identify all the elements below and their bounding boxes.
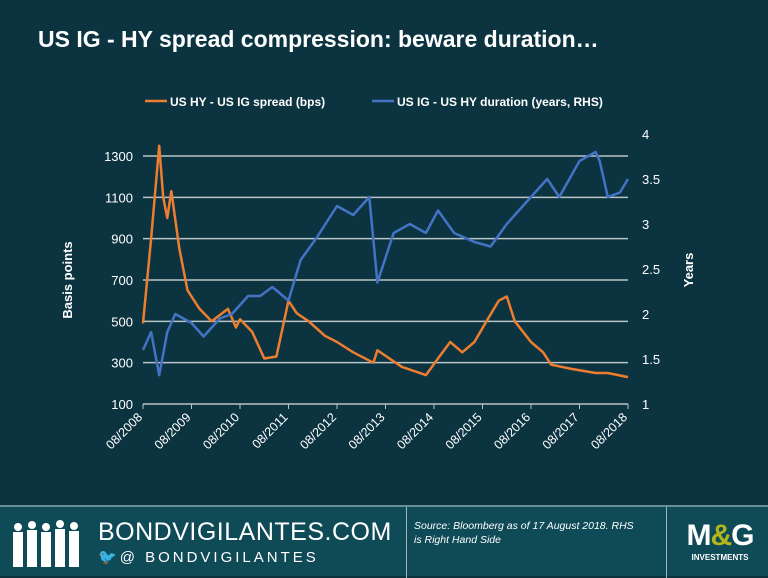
people-silhouette-icon	[13, 520, 79, 567]
legend-label: US IG - US HY duration (years, RHS)	[397, 95, 603, 109]
y-tick-label: 1100	[105, 190, 133, 205]
series-line-duration	[141, 150, 630, 377]
y-tick-label: 100	[111, 397, 133, 412]
x-tick-label: 08/2013	[346, 410, 388, 452]
footer: BONDVIGILANTES.COM 🐦@ BONDVIGILANTES Sou…	[0, 505, 768, 578]
x-tick-label: 08/2014	[394, 410, 436, 452]
y-tick-label: 1300	[104, 149, 133, 164]
handle-text: @ BONDVIGILANTES	[119, 549, 319, 566]
x-tick-label: 08/2016	[491, 410, 533, 452]
x-tick-label: 08/2008	[103, 410, 145, 452]
source-note: Source: Bloomberg as of 17 August 2018. …	[414, 520, 634, 546]
y-right-tick-label: 1	[642, 397, 649, 412]
x-tick-label: 08/2010	[200, 410, 242, 452]
y-tick-label: 300	[111, 356, 133, 371]
x-tick-label: 08/2011	[249, 410, 290, 451]
x-tick-label: 08/2018	[588, 410, 630, 452]
y-right-tick-label: 2	[642, 307, 649, 322]
divider	[666, 507, 667, 578]
y-right-tick-label: 1.5	[642, 352, 660, 367]
y-right-tick-label: 3.5	[642, 172, 660, 187]
x-tick-label: 08/2009	[152, 410, 194, 452]
logo-subtext: INVESTMENTS	[691, 553, 749, 562]
x-tick-label: 08/2017	[540, 410, 582, 452]
chart: 100 300 500 700 900 1100 1300 1 1.5 2 2.5 3 3.5 4 08/2…	[60, 95, 696, 452]
y-tick-label: 900	[111, 232, 133, 247]
mg-logo: M&G INVESTMENTS	[680, 519, 760, 562]
series-line-spread	[141, 144, 629, 379]
y-right-tick-label: 3	[642, 217, 649, 232]
y-axis-label: Basis points	[60, 241, 75, 318]
y-right-tick-label: 4	[642, 127, 649, 142]
y-right-axis-label: Years	[681, 253, 696, 288]
twitter-icon: 🐦	[98, 549, 120, 566]
y-right-tick-label: 2.5	[642, 262, 660, 277]
y-tick-label: 500	[111, 314, 133, 329]
x-tick-label: 08/2015	[443, 410, 485, 452]
chart-title: US IG - HY spread compression: beware du…	[38, 26, 599, 52]
brand-name: BONDVIGILANTES.COM	[98, 518, 392, 546]
twitter-handle: 🐦@ BONDVIGILANTES	[98, 548, 319, 566]
x-tick-label: 08/2012	[297, 410, 339, 452]
y-tick-label: 700	[111, 273, 133, 288]
divider	[406, 507, 407, 578]
legend-label: US HY - US IG spread (bps)	[170, 95, 325, 109]
